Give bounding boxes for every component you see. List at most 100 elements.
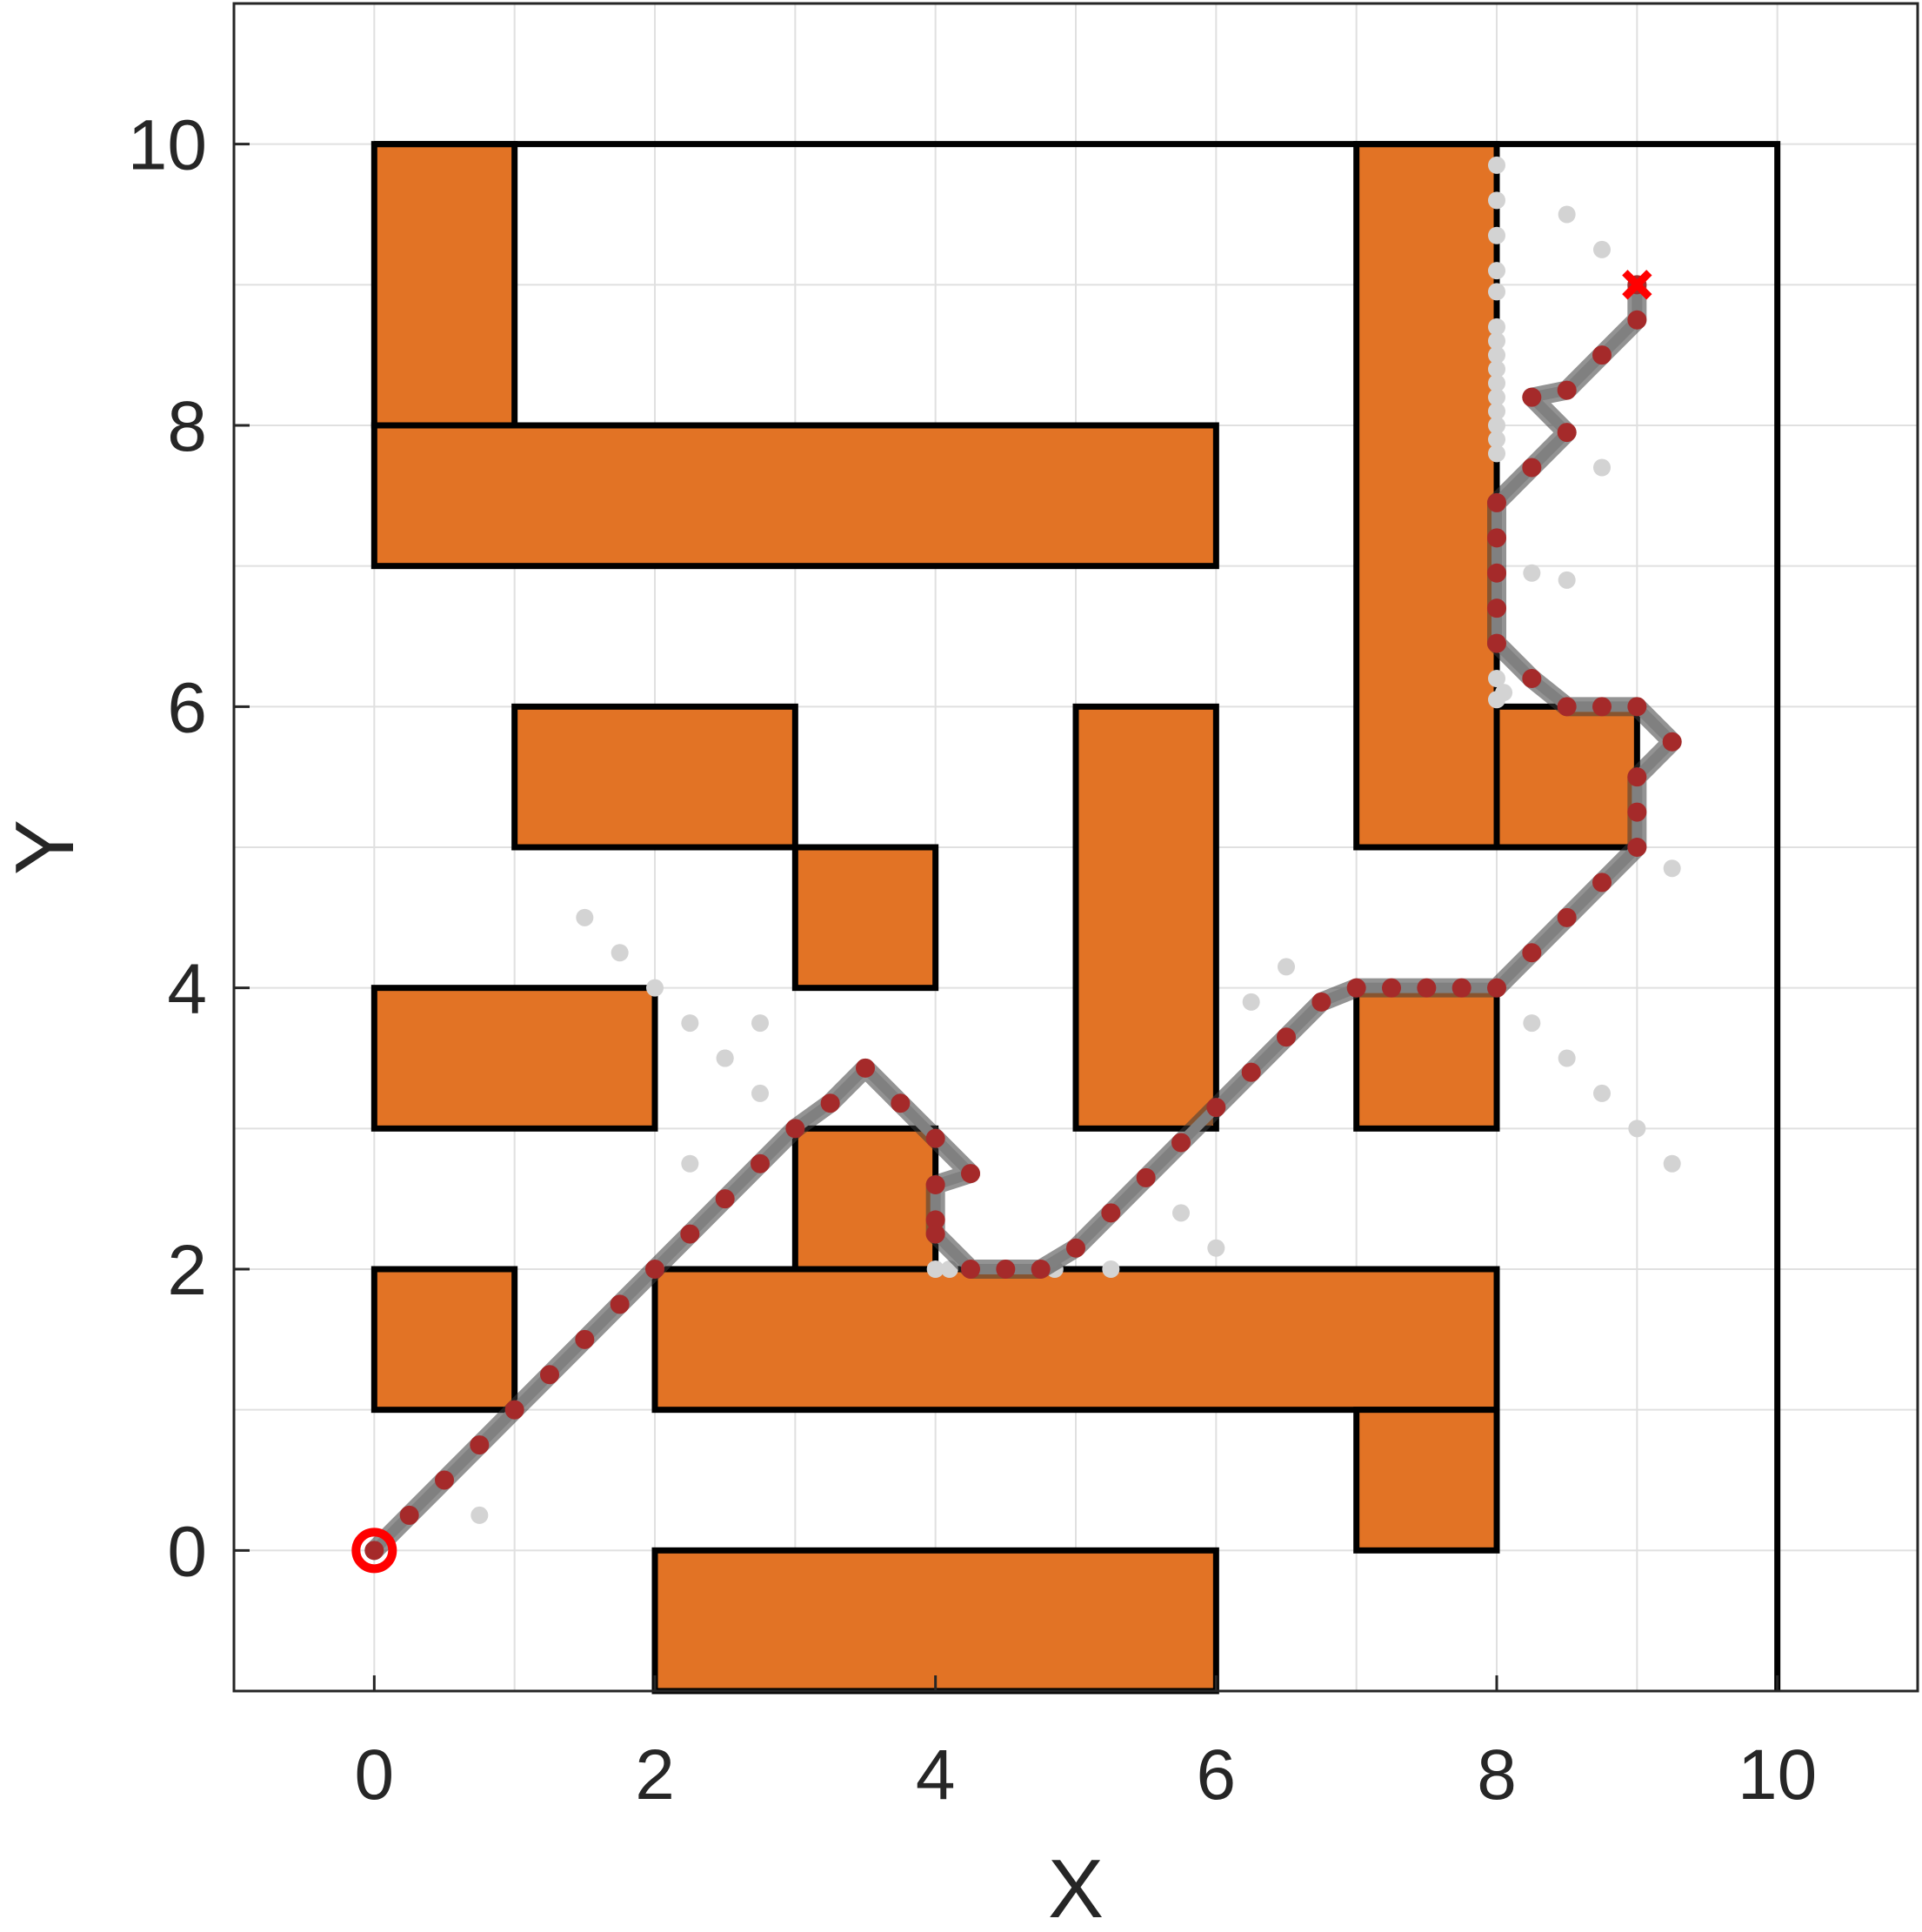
explored-point — [1102, 1260, 1120, 1278]
explored-point — [1523, 1014, 1541, 1033]
path-point — [399, 1505, 419, 1525]
path-point — [540, 1365, 559, 1385]
obstacle-block — [791, 1125, 939, 1273]
path-point — [1627, 310, 1647, 330]
path-point — [1592, 345, 1612, 365]
path-point — [996, 1260, 1016, 1279]
path-point — [820, 1093, 840, 1113]
explored-point — [1488, 191, 1505, 210]
path-point — [1487, 492, 1506, 512]
x-tick-label: 8 — [1477, 1735, 1517, 1815]
explored-point — [1558, 1049, 1576, 1067]
explored-point — [1278, 958, 1295, 976]
path-point — [715, 1189, 735, 1209]
path-point — [1101, 1203, 1121, 1223]
path-point — [575, 1329, 595, 1349]
path-point — [1662, 732, 1682, 752]
obstacle-block — [791, 844, 939, 992]
planned-path — [364, 275, 1682, 1561]
path-point — [1136, 1167, 1156, 1187]
path-point — [610, 1294, 630, 1314]
obstacle-block — [1353, 985, 1500, 1132]
path-point — [1311, 992, 1331, 1012]
path-point — [1031, 1260, 1051, 1279]
path-point — [1171, 1133, 1191, 1153]
obstacle-block — [1493, 703, 1640, 851]
path-point — [1522, 387, 1542, 407]
explored-point — [716, 1049, 734, 1067]
explored-point — [751, 1014, 769, 1033]
y-tick-labels: 0 2 4 6 8 10 — [128, 106, 250, 1591]
path-point — [891, 1093, 911, 1113]
path-point — [925, 1175, 945, 1194]
path-point — [1417, 978, 1437, 998]
path-point — [1487, 633, 1506, 653]
y-tick-label: 10 — [128, 106, 207, 185]
path-point — [1557, 423, 1577, 443]
path-point — [1627, 802, 1647, 822]
path-point — [680, 1224, 700, 1244]
obstacle-block — [370, 985, 658, 1132]
obstacle-block — [651, 1266, 1500, 1414]
explored-point — [926, 1260, 944, 1278]
start-marker — [351, 1528, 397, 1574]
path-point — [1452, 978, 1472, 998]
path-point — [1382, 978, 1401, 998]
path-point — [1346, 978, 1366, 998]
obstacle-block — [651, 1547, 1219, 1695]
path-point — [1557, 697, 1577, 717]
y-tick-label: 8 — [167, 387, 207, 466]
explored-point — [1488, 226, 1505, 244]
path-point — [1522, 458, 1542, 478]
x-tick-label: 10 — [1738, 1735, 1817, 1815]
explored-point — [1207, 1239, 1225, 1257]
obstacle-block — [511, 703, 798, 851]
path-point — [364, 1541, 384, 1561]
explored-point — [1593, 1084, 1611, 1102]
explored-point — [681, 1154, 699, 1173]
obstacle-block — [370, 141, 518, 429]
x-tick-label: 2 — [635, 1735, 675, 1815]
explored-point — [1488, 332, 1505, 350]
boundary-wall — [374, 141, 1781, 1691]
explored-point — [681, 1014, 699, 1033]
explored-point — [1488, 670, 1505, 687]
explored-point — [1593, 240, 1611, 258]
obstacle-block — [370, 422, 1219, 570]
path-point — [1487, 563, 1506, 583]
path-point — [1592, 872, 1612, 892]
path-point — [925, 1128, 945, 1148]
explored-point — [576, 908, 594, 926]
path-point — [925, 1224, 945, 1244]
path-point — [1487, 598, 1506, 618]
obstacles — [370, 141, 1640, 1695]
path-point — [1627, 838, 1647, 857]
y-tick-label: 0 — [167, 1512, 207, 1591]
obstacle-block — [1353, 1407, 1500, 1554]
path-point — [1592, 697, 1612, 717]
y-tick-label: 2 — [167, 1231, 207, 1310]
y-axis-label: Y — [0, 819, 91, 875]
plot-frame — [232, 2, 1919, 1693]
explored-point — [470, 1506, 489, 1524]
path-point — [925, 1210, 945, 1230]
explored-point — [1663, 859, 1681, 878]
start-goal-markers — [351, 270, 1652, 1574]
boundary-walls — [374, 141, 1781, 1691]
explored-point — [1488, 431, 1505, 449]
path-point — [751, 1153, 770, 1173]
path-point — [1487, 978, 1506, 998]
y-tick-label: 4 — [167, 950, 207, 1029]
obstacle-block — [370, 1266, 518, 1414]
x-tick-label: 0 — [355, 1735, 395, 1815]
path-point — [1627, 697, 1647, 717]
explored-point — [1172, 1204, 1190, 1222]
explored-point — [1488, 318, 1505, 336]
path-point — [504, 1400, 524, 1420]
goal-marker-stroke — [1622, 270, 1652, 300]
x-tick-label: 6 — [1197, 1735, 1237, 1815]
path-point — [856, 1058, 875, 1078]
path-point — [1557, 380, 1577, 400]
explored-point — [751, 1084, 769, 1102]
